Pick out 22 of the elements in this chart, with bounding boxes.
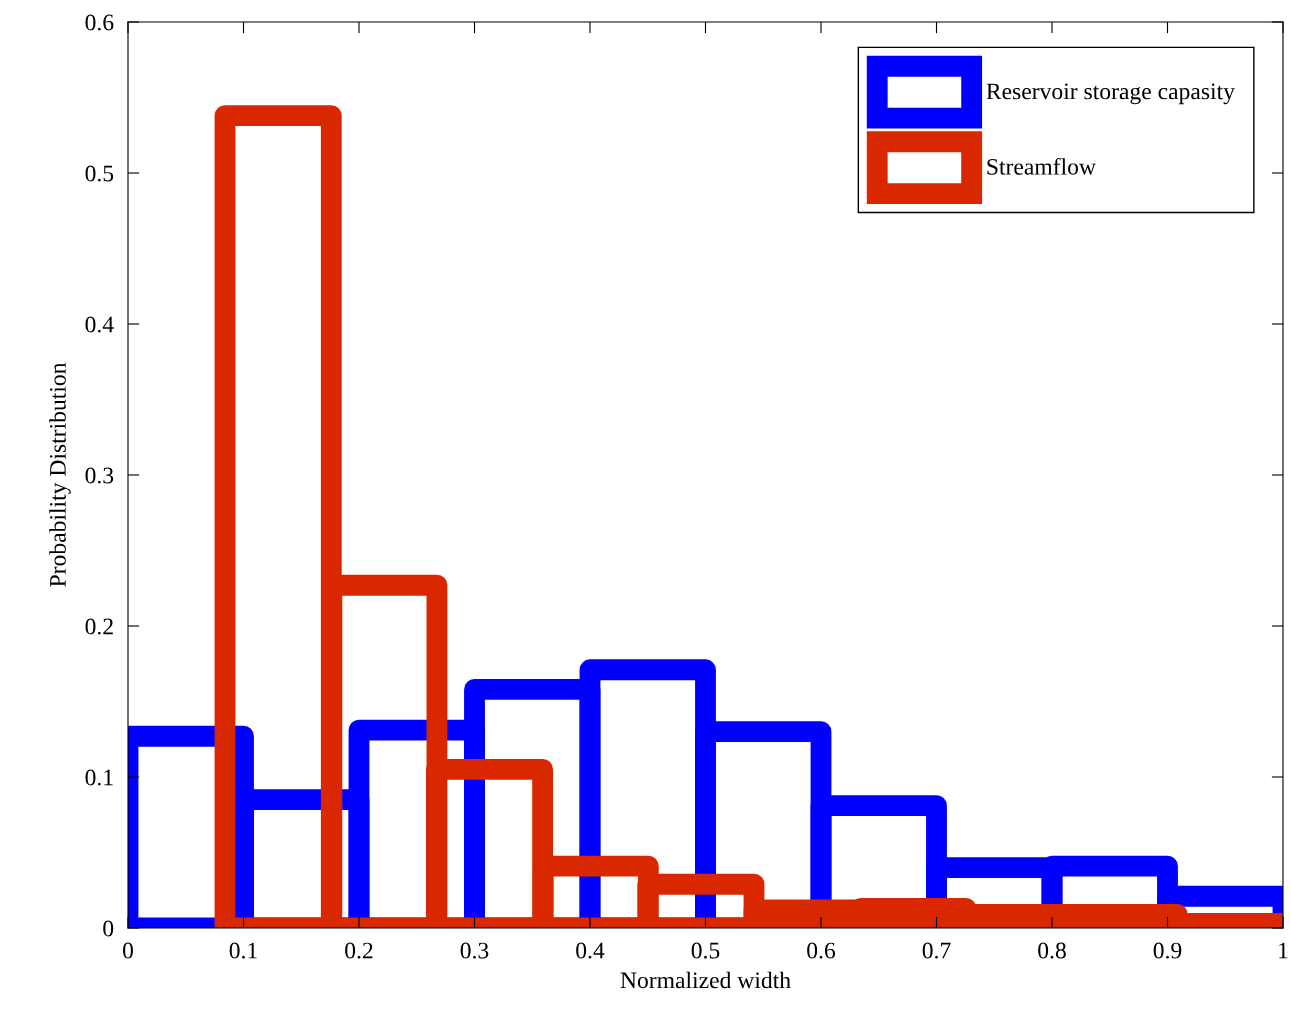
- y-tick-label: 0.3: [85, 467, 114, 484]
- x-tick-label: 0.9: [1153, 942, 1182, 959]
- x-tick-label: 0.3: [460, 942, 489, 959]
- x-tick-label: 0.7: [922, 942, 951, 959]
- legend-label: Streamflow: [987, 157, 1096, 175]
- x-axis-title: Normalized width: [620, 971, 791, 989]
- legend-label: Reservoir storage capasity: [986, 83, 1235, 105]
- x-tick-label: 0.2: [345, 942, 373, 959]
- x-tick-label: 0.6: [807, 942, 836, 959]
- y-tick-label: 0: [103, 920, 114, 937]
- x-tick-label: 1: [1279, 942, 1288, 959]
- x-tick-label: 0.5: [691, 942, 720, 959]
- x-tick-label: 0.8: [1038, 942, 1066, 959]
- y-tick-label: 0.6: [85, 14, 114, 31]
- x-tick-label: 0: [123, 942, 133, 959]
- y-tick-label: 0.1: [85, 769, 113, 786]
- y-axis-title: Probability Distribution: [49, 362, 71, 587]
- x-tick-label: 0.1: [229, 942, 257, 959]
- y-tick-label: 0.4: [85, 316, 114, 333]
- y-tick-label: 0.5: [85, 165, 114, 182]
- y-tick-label: 0.2: [85, 618, 113, 635]
- x-tick-label: 0.4: [576, 942, 605, 959]
